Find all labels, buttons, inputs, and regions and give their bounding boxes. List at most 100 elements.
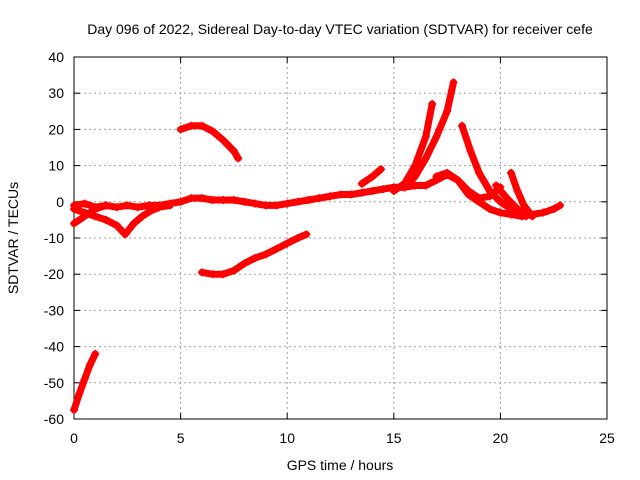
- data-point: [208, 195, 217, 204]
- y-tick-label: -40: [44, 339, 64, 355]
- data-point: [91, 205, 100, 214]
- data-point: [357, 188, 366, 197]
- data-point: [272, 244, 281, 253]
- data-point: [101, 201, 110, 210]
- data-point: [377, 165, 386, 174]
- data-point: [101, 215, 110, 224]
- x-tick-label: 15: [386, 430, 402, 446]
- data-point: [123, 201, 132, 210]
- y-tick-label: 40: [48, 49, 64, 65]
- x-tick-label: 10: [279, 430, 295, 446]
- series-trace-steep-neg: [70, 349, 100, 414]
- data-point: [428, 100, 437, 109]
- data-point: [197, 194, 206, 203]
- data-point: [549, 205, 558, 214]
- data-point: [513, 186, 522, 195]
- data-point: [304, 195, 313, 204]
- series-line: [400, 78, 457, 191]
- y-tick-label: 10: [48, 158, 64, 174]
- data-point: [187, 121, 196, 130]
- data-point: [261, 250, 270, 259]
- data-point: [458, 121, 467, 130]
- series-trace-arc-low: [197, 230, 311, 279]
- data-point: [272, 201, 281, 210]
- data-point: [293, 197, 302, 206]
- x-tick-label: 20: [493, 430, 509, 446]
- y-axis-label: SDTVAR / TECUs: [5, 182, 21, 294]
- data-point: [421, 181, 430, 190]
- data-point: [389, 186, 398, 195]
- data-point: [411, 172, 420, 181]
- data-series: [70, 78, 565, 414]
- series-line: [507, 169, 536, 220]
- data-point: [475, 168, 484, 177]
- y-axis-ticks: -60 -50 -40 -30 -20 -10 0 10 20 30 40: [44, 49, 607, 427]
- data-point: [368, 172, 377, 181]
- data-point: [513, 205, 522, 214]
- data-point: [443, 107, 452, 116]
- series-line: [121, 201, 174, 238]
- data-point: [379, 185, 388, 194]
- data-point: [336, 190, 345, 199]
- data-point: [146, 206, 155, 215]
- data-point: [357, 179, 366, 188]
- y-tick-label: 20: [48, 121, 64, 137]
- data-point: [421, 154, 430, 163]
- data-point: [556, 201, 565, 210]
- data-point: [240, 197, 249, 206]
- data-point: [432, 132, 441, 141]
- x-tick-label: 0: [70, 430, 78, 446]
- data-point: [138, 212, 147, 221]
- data-point: [187, 194, 196, 203]
- data-point: [70, 219, 78, 228]
- series-trace-spike-2: [400, 78, 458, 192]
- x-axis-label: GPS time / hours: [287, 457, 394, 473]
- data-point: [507, 168, 516, 177]
- data-point: [234, 154, 243, 163]
- data-point: [251, 199, 260, 208]
- data-point: [539, 208, 548, 217]
- series-trace-arc-high: [176, 121, 243, 163]
- data-point: [80, 199, 89, 208]
- data-point: [485, 192, 494, 201]
- data-point: [155, 203, 164, 212]
- data-point: [112, 221, 121, 230]
- y-tick-label: 0: [56, 194, 64, 210]
- data-point: [80, 212, 89, 221]
- series-trace-fall-3: [507, 168, 537, 221]
- data-point: [219, 136, 228, 145]
- data-point: [283, 199, 292, 208]
- series-line: [198, 230, 310, 278]
- data-point: [208, 127, 217, 136]
- data-point: [400, 183, 409, 192]
- data-point: [197, 121, 206, 130]
- data-point: [261, 201, 270, 210]
- x-tick-label: 5: [177, 430, 185, 446]
- y-tick-label: -20: [44, 266, 64, 282]
- data-point: [293, 234, 302, 242]
- data-point: [496, 208, 505, 217]
- series-line: [70, 201, 110, 228]
- series-trace-recovery: [121, 201, 174, 239]
- data-point: [432, 172, 441, 181]
- y-tick-label: -30: [44, 302, 64, 318]
- data-point: [466, 147, 475, 156]
- data-point: [251, 253, 260, 262]
- data-point: [421, 132, 430, 141]
- data-point: [229, 147, 238, 156]
- data-point: [475, 194, 484, 203]
- data-point: [70, 205, 78, 214]
- y-tick-label: 30: [48, 85, 64, 101]
- series-line: [492, 182, 530, 220]
- data-point: [176, 125, 185, 134]
- data-point: [219, 270, 228, 279]
- series-trace-mid-14: [357, 165, 386, 188]
- data-point: [283, 239, 292, 248]
- x-axis-ticks: 0 5 10 15 20 25: [70, 57, 615, 446]
- x-tick-label: 25: [599, 430, 615, 446]
- data-point: [208, 270, 217, 279]
- data-point: [302, 230, 311, 239]
- data-point: [443, 168, 452, 177]
- series-trace-fall-1: [458, 121, 526, 219]
